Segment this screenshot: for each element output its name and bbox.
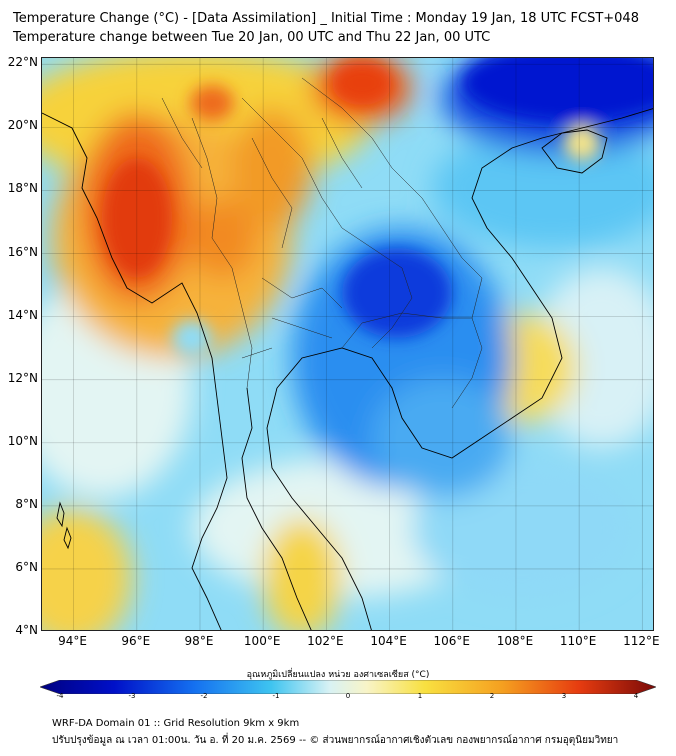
cool-core-south [172, 320, 212, 356]
intense-cores [102, 58, 653, 356]
colorbar-tick-label: 3 [561, 692, 567, 700]
graticule [42, 58, 653, 630]
longitude-label: 96°E [121, 634, 151, 648]
longitude-label: 112°E [623, 634, 660, 648]
longitude-label: 106°E [433, 634, 471, 648]
latitude-label: 6°N [15, 559, 38, 574]
island-warm-spot [564, 125, 600, 161]
mainland-coastline-west [42, 112, 228, 630]
very-hot-core-north [190, 85, 234, 121]
colorbar-tick-label: -2 [200, 692, 208, 700]
map-canvas [42, 58, 653, 630]
latitude-label: 16°N [7, 244, 38, 259]
longitude-label: 94°E [58, 634, 88, 648]
longitude-label: 104°E [370, 634, 407, 648]
hot-core-central [187, 198, 257, 278]
longitude-label: 98°E [184, 634, 214, 648]
latitude-label: 10°N [7, 433, 38, 448]
country-borders [161, 77, 483, 409]
latitude-label: 4°N [15, 623, 38, 637]
andaman-island-2 [63, 526, 72, 550]
malay-peninsula-east-coast [266, 387, 372, 630]
longitude-label: 100°E [243, 634, 281, 648]
strong-cold-core-interior [342, 248, 452, 338]
colorbar-title: อุณหภูมิเปลี่ยนแปลง หน่วย องศาเซลเซียส (… [246, 670, 430, 680]
colorbar-fill [40, 680, 656, 694]
colorbar-tick-label: 1 [417, 692, 423, 700]
province-borders-north [161, 97, 363, 249]
latitude-label: 18°N [7, 181, 38, 196]
colorbar-tick-label: 4 [633, 692, 639, 700]
vietnam-coastline [471, 108, 653, 439]
very-hot-core-northeast [332, 61, 392, 105]
cool-patch-northeast [432, 128, 653, 248]
strong-cold-core-north [462, 58, 653, 123]
colorbar-tick-label: 0 [345, 692, 351, 700]
cambodia-border [341, 312, 483, 409]
footer-model-info: WRF-DA Domain 01 :: Grid Resolution 9km … [52, 718, 300, 729]
colorbar-tick-label: -1 [272, 692, 280, 700]
very-hot-core-west [102, 158, 172, 278]
colorbar-tick-label: -4 [56, 692, 64, 700]
cold-patch-gulf [372, 378, 512, 498]
map-subtitle: Temperature change between Tue 20 Jan, 0… [13, 30, 491, 45]
latitude-label: 14°N [7, 307, 38, 322]
gulf-of-thailand-coastline [276, 347, 483, 459]
coastlines [42, 108, 653, 630]
latitude-label: 12°N [7, 370, 38, 385]
colorbar-tick-label: -3 [128, 692, 136, 700]
warm-patch-south [262, 518, 342, 630]
colorbar-tick-label: 2 [489, 692, 495, 700]
laos-vietnam-border [301, 77, 483, 319]
province-borders-central [241, 277, 343, 359]
longitude-label: 102°E [307, 634, 344, 648]
longitude-label: 108°E [496, 634, 534, 648]
thailand-myanmar-border [191, 117, 253, 389]
longitude-label: 110°E [559, 634, 597, 648]
map-title: Temperature Change (°C) - [Data Assimila… [13, 11, 639, 26]
latitude-label: 8°N [15, 496, 38, 511]
latitude-label: 22°N [7, 55, 38, 70]
temperature-change-map[interactable] [41, 57, 654, 631]
latitude-label: 20°N [7, 118, 38, 133]
hot-core-north [232, 108, 312, 228]
hainan-island [541, 129, 608, 174]
footer-update-info: ปรับปรุงข้อมูล ณ เวลา 01:00น. วัน อ. ที่… [52, 735, 619, 746]
colorbar [40, 680, 656, 694]
malay-peninsula-coastline [241, 387, 312, 630]
andaman-island-1 [56, 501, 65, 528]
